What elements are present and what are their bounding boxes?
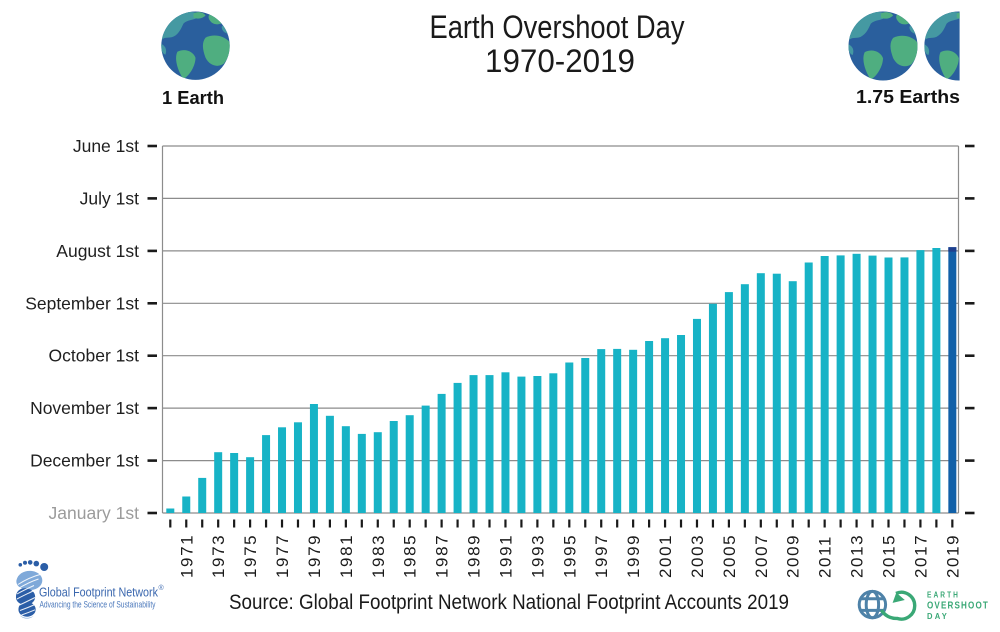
svg-text:Advancing the Science of Susta: Advancing the Science of Sustainability: [40, 600, 156, 610]
svg-text:1999: 1999: [624, 534, 643, 578]
svg-text:OVERSHOOT: OVERSHOOT: [927, 600, 989, 612]
svg-text:1991: 1991: [497, 534, 516, 578]
svg-text:1977: 1977: [273, 534, 292, 578]
svg-text:November 1st: November 1st: [30, 398, 139, 418]
svg-text:1981: 1981: [337, 534, 356, 578]
svg-text:July 1st: July 1st: [80, 188, 139, 208]
svg-text:2019: 2019: [943, 534, 962, 578]
svg-text:Source: Global Footprint Netwo: Source: Global Footprint Network Nationa…: [229, 591, 789, 614]
svg-text:1985: 1985: [401, 534, 420, 578]
svg-text:August 1st: August 1st: [56, 241, 139, 261]
svg-text:®: ®: [159, 584, 165, 592]
svg-text:Earth Overshoot Day: Earth Overshoot Day: [430, 9, 685, 45]
svg-text:1997: 1997: [592, 534, 611, 578]
svg-text:2017: 2017: [911, 534, 930, 578]
svg-text:1983: 1983: [369, 534, 388, 578]
svg-text:1971: 1971: [177, 534, 196, 578]
svg-text:December 1st: December 1st: [30, 451, 139, 471]
svg-text:2015: 2015: [880, 534, 899, 578]
svg-text:2007: 2007: [752, 534, 771, 578]
svg-text:1993: 1993: [528, 534, 547, 578]
svg-text:1989: 1989: [465, 534, 484, 578]
svg-text:Global Footprint Network: Global Footprint Network: [39, 585, 158, 600]
svg-text:1995: 1995: [560, 534, 579, 578]
svg-text:1975: 1975: [241, 534, 260, 578]
svg-text:2001: 2001: [656, 534, 675, 578]
svg-text:2013: 2013: [848, 534, 867, 578]
svg-text:September 1st: September 1st: [25, 293, 139, 313]
svg-text:January 1st: January 1st: [49, 503, 140, 523]
svg-text:2011: 2011: [816, 535, 835, 578]
svg-text:DAY: DAY: [927, 611, 949, 621]
svg-text:1973: 1973: [209, 534, 228, 578]
svg-text:1970-2019: 1970-2019: [485, 43, 635, 79]
svg-text:2005: 2005: [720, 534, 739, 578]
svg-text:EARTH: EARTH: [927, 591, 960, 600]
svg-text:2009: 2009: [784, 534, 803, 578]
svg-text:1987: 1987: [433, 534, 452, 578]
svg-text:1.75 Earths: 1.75 Earths: [856, 87, 960, 107]
svg-text:1979: 1979: [305, 534, 324, 578]
svg-text:June 1st: June 1st: [73, 136, 139, 156]
svg-text:2003: 2003: [688, 534, 707, 578]
svg-text:October 1st: October 1st: [49, 346, 140, 366]
svg-text:1 Earth: 1 Earth: [162, 88, 224, 108]
